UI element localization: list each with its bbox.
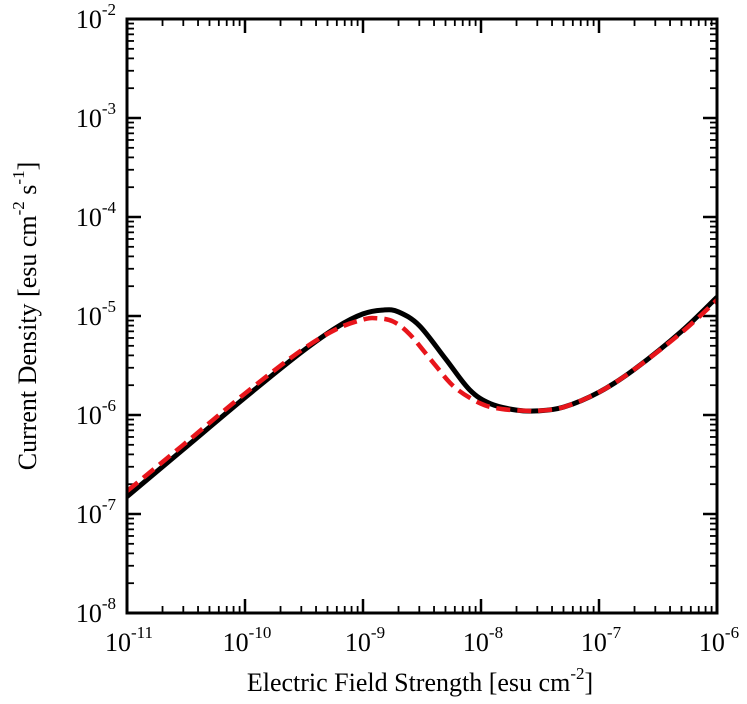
x-tick-label: 10-11 xyxy=(105,623,153,657)
x-tick-labels: 10-11 10-10 10-9 10-8 10-7 10-6 xyxy=(105,623,739,657)
ticks-layer xyxy=(125,17,719,615)
y-tick-label: 10-7 xyxy=(76,495,117,529)
y-axis-label: Current Density [esu cm-2 s-1] xyxy=(9,162,42,471)
series-layer xyxy=(125,295,719,499)
x-tick-label: 10-10 xyxy=(223,623,272,657)
x-tick-label: 10-9 xyxy=(345,623,385,657)
x-axis-label: Electric Field Strength [esu cm-2] xyxy=(247,664,593,697)
y-tick-label: 10-6 xyxy=(76,396,116,430)
x-tick-label: 10-8 xyxy=(463,623,503,657)
x-tick-label: 10-7 xyxy=(581,623,622,657)
y-tick-label: 10-8 xyxy=(76,594,116,628)
y-tick-labels: 10-8 10-7 10-6 10-5 10-4 10-3 10-2 xyxy=(76,0,117,628)
y-tick-label: 10-5 xyxy=(76,297,116,331)
y-tick-label: 10-2 xyxy=(76,0,116,34)
plot-frame xyxy=(125,17,719,615)
y-tick-label: 10-4 xyxy=(76,198,117,232)
series-line-1 xyxy=(125,295,719,499)
x-tick-label: 10-6 xyxy=(699,623,739,657)
y-tick-label: 10-3 xyxy=(76,99,116,133)
